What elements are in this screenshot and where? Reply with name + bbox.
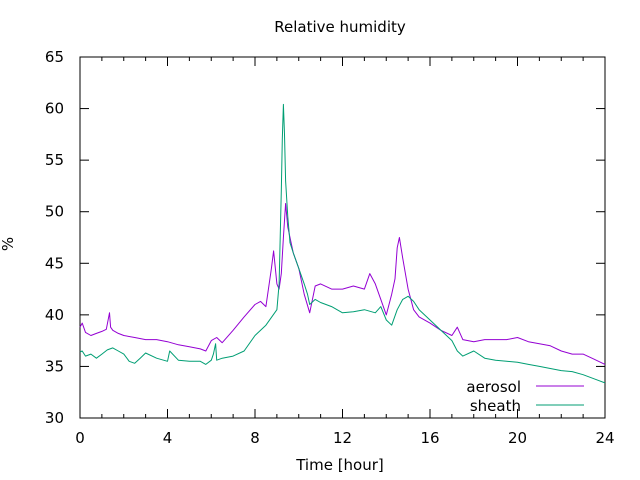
y-tick-label: 65 (45, 48, 64, 66)
y-tick-label: 40 (45, 306, 64, 324)
x-tick-label: 12 (333, 429, 352, 447)
x-tick-label: 0 (75, 429, 85, 447)
y-tick-label: 60 (45, 100, 64, 118)
y-axis-label: % (0, 237, 17, 251)
x-tick-label: 16 (420, 429, 439, 447)
y-tick-label: 55 (45, 151, 64, 169)
x-tick-label: 8 (250, 429, 260, 447)
series-line-sheath (79, 103, 606, 384)
y-tick-label: 30 (45, 409, 64, 427)
y-tick-label: 35 (45, 357, 64, 375)
y-tick-labels: 30 35 40 45 50 55 60 65 (45, 48, 64, 427)
y-tick-label: 45 (45, 254, 64, 272)
legend-label-aerosol: aerosol (466, 378, 521, 396)
x-axis-label: Time [hour] (295, 456, 384, 474)
series-line-aerosol (79, 203, 606, 365)
x-tick-label: 4 (163, 429, 173, 447)
legend-label-sheath: sheath (470, 397, 521, 415)
x-tick-label: 20 (508, 429, 527, 447)
y-tick-label: 50 (45, 203, 64, 221)
series-lines (79, 103, 606, 384)
axis-ticks (79, 56, 606, 419)
x-tick-labels: 0 4 8 12 16 20 24 (75, 429, 614, 447)
x-tick-label: 24 (595, 429, 614, 447)
legend: aerosol sheath (466, 378, 584, 415)
chart-title: Relative humidity (274, 18, 406, 36)
